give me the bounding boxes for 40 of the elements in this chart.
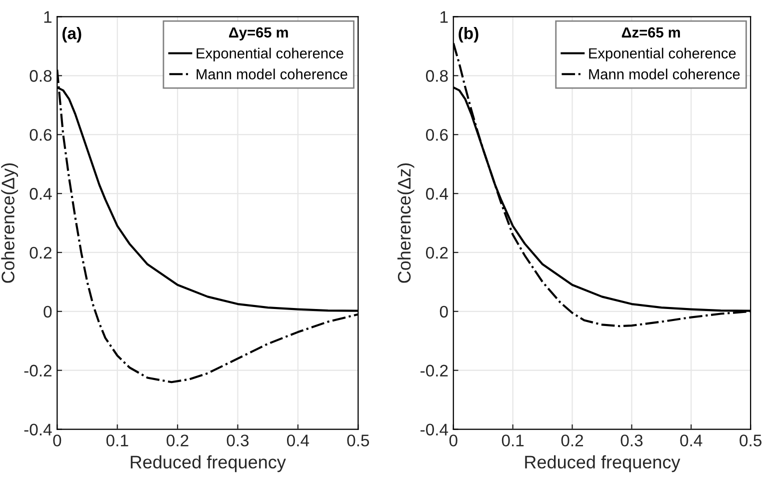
x-tick-label: 0.2 (561, 434, 584, 446)
y-axis-title: Coherence(Δz) (397, 163, 414, 283)
y-tick-label: 0.8 (426, 70, 448, 82)
legend-label: Exponential coherence (589, 48, 736, 62)
x-tick-label: 0.3 (226, 434, 249, 446)
x-tick-label: 0.1 (502, 434, 524, 446)
x-tick-label: 0 (53, 434, 62, 446)
legend-label: Exponential coherence (196, 48, 344, 62)
annotation: (a) (62, 27, 82, 43)
x-tick-label: 0.1 (106, 434, 128, 446)
x-tick-label: 0 (449, 434, 458, 446)
legend-label: Mann model coherence (589, 68, 740, 80)
legend-title: Δy=65 m (229, 27, 288, 40)
y-tick-label: 1 (440, 11, 448, 23)
x-tick-label: 0.4 (680, 434, 702, 446)
x-axis-title: Reduced frequency (130, 455, 286, 472)
y-axis-title: Coherence(Δy) (1, 163, 18, 283)
x-tick-label: 0.5 (740, 434, 762, 446)
legend-title: Δz=65 m (622, 27, 680, 38)
x-tick-label: 0.3 (620, 434, 643, 446)
y-tick-label: -0.4 (420, 424, 448, 436)
y-tick-label: 1 (44, 11, 52, 23)
y-tick-label: 0 (44, 306, 52, 318)
x-tick-label: 0.2 (166, 434, 188, 446)
y-tick-label: 0.6 (426, 128, 448, 141)
x-tick-label: 0.4 (287, 434, 310, 446)
y-tick-label: -0.2 (24, 364, 52, 377)
x-tick-label: 0.5 (347, 434, 370, 446)
annotation: (b) (458, 27, 478, 43)
y-tick-label: 0.4 (426, 188, 448, 200)
y-tick-label: 0.4 (30, 188, 52, 200)
y-tick-label: -0.2 (420, 364, 448, 377)
y-tick-label: 0.2 (426, 246, 448, 259)
y-tick-label: 0.2 (30, 246, 52, 259)
y-tick-label: -0.4 (24, 424, 52, 436)
y-tick-label: 0 (440, 306, 448, 318)
y-tick-label: 0.6 (30, 128, 52, 141)
x-axis-title: Reduced frequency (525, 455, 680, 472)
y-tick-label: 0.8 (30, 70, 52, 82)
legend-label: Mann model coherence (196, 68, 348, 80)
